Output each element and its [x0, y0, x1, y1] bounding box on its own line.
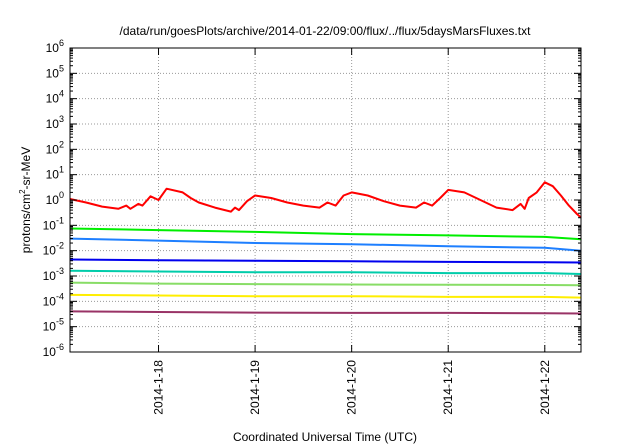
y-tick-base: 10	[43, 345, 57, 359]
axis-ticks: 10-610-510-410-310-210-11001011021031041…	[43, 38, 581, 415]
y-tick-label: 10-5	[43, 317, 64, 334]
y-tick-label: 10-2	[43, 241, 64, 258]
y-tick-base: 10	[43, 244, 57, 258]
series-lines	[69, 181, 582, 315]
y-tick-exponent: 6	[59, 38, 64, 48]
y-tick-label: 10-6	[43, 342, 64, 359]
x-tick-label: 2014-1-20	[345, 360, 359, 415]
y-axis-label-suffix: -sr-MeV	[19, 147, 33, 190]
y-tick-base: 10	[46, 117, 60, 131]
y-tick-base: 10	[46, 92, 60, 106]
y-tick-label: 100	[46, 190, 64, 207]
y-tick-exponent: 2	[59, 139, 64, 149]
y-tick-exponent: -6	[56, 342, 64, 352]
series-line-7	[69, 293, 582, 299]
x-tick-label: 2014-1-18	[152, 360, 166, 415]
y-tick-base: 10	[46, 66, 60, 80]
y-tick-label: 10-3	[43, 266, 64, 283]
series-line-6	[69, 281, 582, 287]
y-tick-label: 102	[46, 139, 64, 156]
y-tick-label: 101	[46, 165, 64, 182]
y-tick-exponent: 1	[59, 165, 64, 175]
y-tick-base: 10	[46, 193, 60, 207]
y-tick-label: 10-4	[43, 291, 64, 308]
y-tick-exponent: 3	[59, 114, 64, 124]
y-tick-exponent: 0	[59, 190, 64, 200]
series-line-5	[69, 269, 582, 275]
y-tick-base: 10	[46, 41, 60, 55]
y-axis-label: protons/cm2-sr-MeV	[18, 147, 33, 253]
svg-text:protons/cm2-sr-MeV: protons/cm2-sr-MeV	[18, 147, 33, 253]
y-tick-base: 10	[46, 142, 60, 156]
y-tick-base: 10	[43, 294, 57, 308]
series-line-2	[69, 227, 582, 241]
y-tick-label: 105	[46, 63, 64, 80]
y-tick-exponent: -5	[56, 317, 64, 327]
y-tick-label: 104	[46, 89, 64, 106]
x-tick-label: 2014-1-22	[538, 360, 552, 415]
x-tick-label: 2014-1-21	[441, 360, 455, 415]
grid	[70, 48, 581, 352]
y-axis-label-prefix: protons/cm	[19, 194, 33, 253]
y-tick-base: 10	[43, 320, 57, 334]
y-tick-base: 10	[43, 218, 57, 232]
x-axis-label: Coordinated Universal Time (UTC)	[233, 430, 417, 444]
y-axis-label-superscript: 2	[18, 189, 27, 194]
series-line-1	[69, 181, 582, 219]
y-tick-exponent: 4	[59, 89, 64, 99]
y-tick-label: 10-1	[43, 215, 64, 232]
y-tick-exponent: -3	[56, 266, 64, 276]
y-tick-label: 103	[46, 114, 64, 131]
y-tick-label: 106	[46, 38, 64, 55]
y-tick-exponent: -4	[56, 291, 64, 301]
series-line-4	[69, 258, 582, 264]
y-tick-base: 10	[43, 269, 57, 283]
x-tick-label: 2014-1-19	[248, 360, 262, 415]
y-tick-exponent: -1	[56, 215, 64, 225]
series-line-3	[69, 237, 582, 252]
y-tick-base: 10	[46, 168, 60, 182]
y-tick-exponent: 5	[59, 63, 64, 73]
chart-title: /data/run/goesPlots/archive/2014-01-22/0…	[120, 24, 532, 38]
y-tick-exponent: -2	[56, 241, 64, 251]
series-line-8	[69, 310, 582, 315]
